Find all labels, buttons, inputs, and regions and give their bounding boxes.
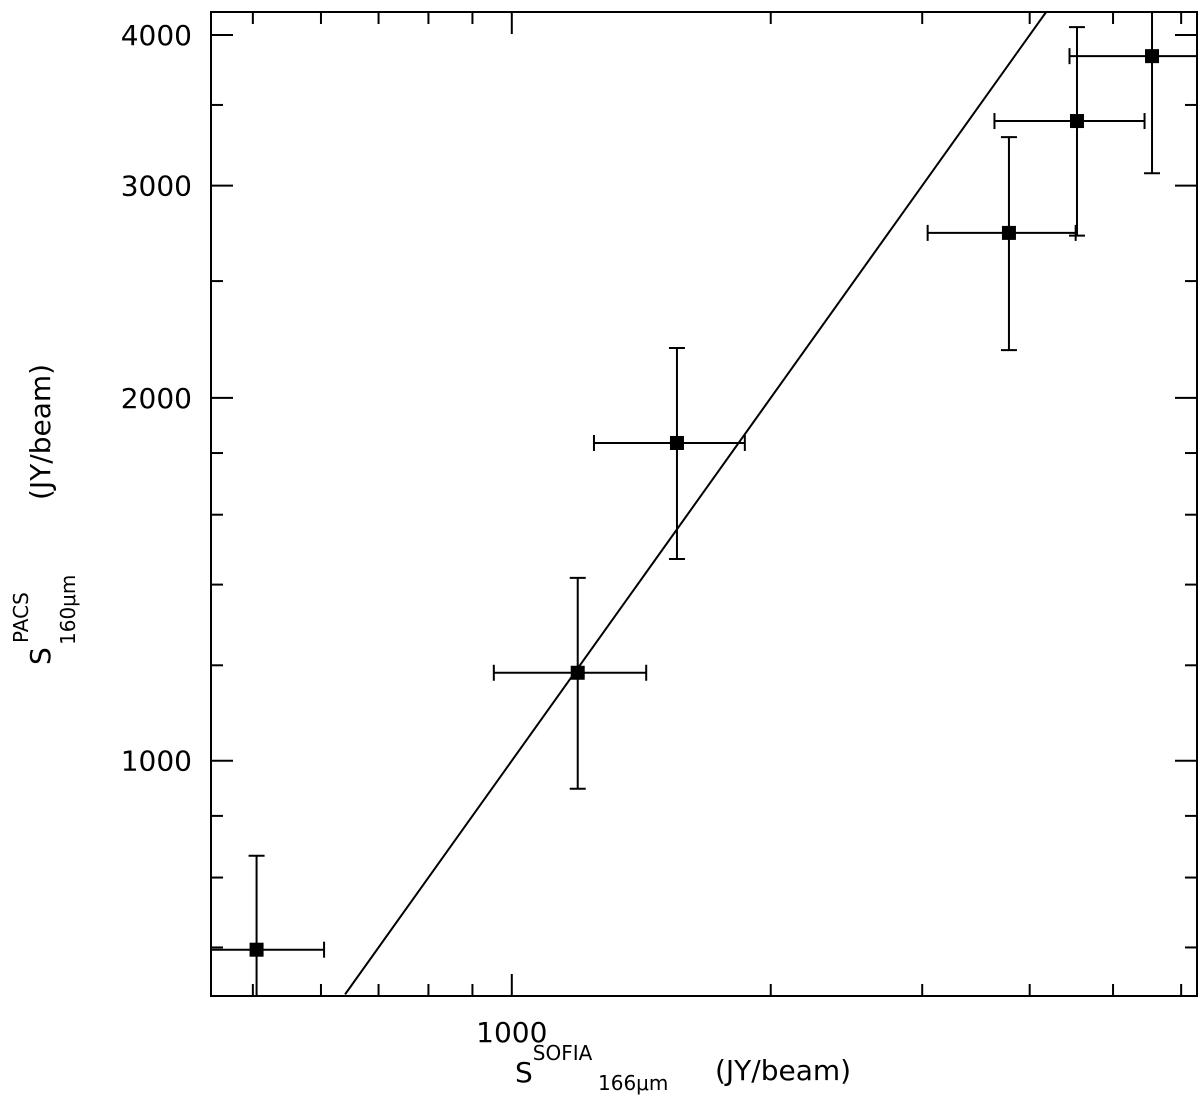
error-bars xyxy=(993,26,1146,237)
error-bars xyxy=(1068,12,1197,175)
y-label-base: S xyxy=(24,647,57,665)
point xyxy=(1145,49,1160,64)
y-label-unit: (JY/beam) xyxy=(24,364,57,500)
error-bars xyxy=(926,136,1077,352)
y-tick-label: 4000 xyxy=(121,19,192,52)
plot-area xyxy=(211,12,1197,996)
y-label-sub: 160μm xyxy=(56,575,80,645)
y-tick-label: 1000 xyxy=(121,745,192,778)
x-label-sub: 166μm xyxy=(598,1071,668,1095)
y-tick-label: 2000 xyxy=(121,382,192,415)
point xyxy=(1069,114,1084,129)
y-label-sup: PACS xyxy=(9,592,33,643)
y-tick-label: 3000 xyxy=(121,170,192,203)
y-axis-label: S PACS 160μm (JY/beam) xyxy=(9,364,80,665)
error-bars xyxy=(492,576,648,790)
x-label-base: S xyxy=(515,1056,533,1089)
x-tick-label: 1000 xyxy=(476,1016,547,1049)
error-bars xyxy=(592,346,746,561)
x-label-sup: SOFIA xyxy=(533,1041,593,1065)
fit-line xyxy=(344,12,1047,995)
point xyxy=(249,942,264,957)
error-bars xyxy=(211,854,326,996)
point xyxy=(1001,225,1016,240)
point xyxy=(570,665,585,680)
point xyxy=(669,435,684,450)
x-axis-label: SSOFIA xyxy=(515,1041,593,1089)
x-label-unit: (JY/beam) xyxy=(715,1054,851,1087)
plot-frame xyxy=(210,11,1198,997)
